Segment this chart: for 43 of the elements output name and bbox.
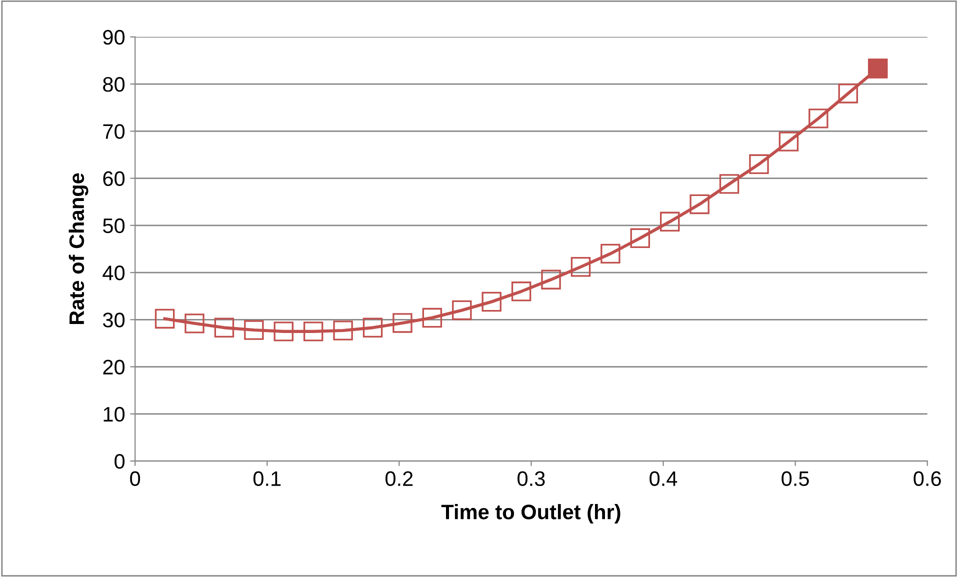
x-axis-title: Time to Outlet (hr) — [441, 504, 620, 524]
x-tick-label: 0.3 — [518, 471, 545, 486]
y-tick-label: 80 — [103, 77, 125, 92]
point — [482, 292, 502, 312]
point — [184, 314, 204, 334]
point — [154, 308, 175, 329]
point — [778, 132, 799, 152]
point — [660, 212, 680, 232]
y-tick-label: 20 — [103, 360, 125, 375]
point — [570, 257, 591, 277]
point — [511, 282, 532, 302]
point — [274, 322, 294, 342]
y-tick-label: 70 — [103, 124, 125, 139]
point — [392, 313, 412, 333]
point — [719, 174, 740, 194]
point — [422, 308, 442, 328]
point — [303, 322, 324, 342]
point — [630, 228, 650, 248]
point — [333, 320, 353, 340]
y-axis-title: Rate of Change — [68, 173, 88, 324]
point — [749, 154, 769, 174]
point — [362, 318, 383, 338]
point — [452, 300, 472, 320]
point — [838, 84, 858, 104]
x-tick-label: 0.6 — [914, 471, 941, 486]
y-tick-label: 50 — [103, 218, 125, 234]
x-tick-label: 0.5 — [782, 471, 809, 486]
point — [690, 194, 710, 214]
point — [600, 244, 620, 264]
point — [244, 320, 264, 340]
y-tick-label: 40 — [102, 266, 125, 280]
x-tick-label: 0 — [130, 471, 140, 486]
x-tick-label: 0.1 — [253, 471, 281, 486]
y-tick-label: 60 — [103, 171, 125, 186]
y-tick-label: 10 — [104, 406, 125, 422]
point — [808, 108, 828, 128]
point — [541, 270, 561, 290]
x-tick-label: 0.2 — [386, 471, 413, 486]
point — [214, 318, 234, 338]
y-tick-label: 90 — [103, 30, 125, 45]
y-tick-label: 0 — [114, 454, 125, 469]
y-tick-label: 30 — [102, 312, 125, 328]
x-tick-label: 0.4 — [650, 471, 678, 486]
